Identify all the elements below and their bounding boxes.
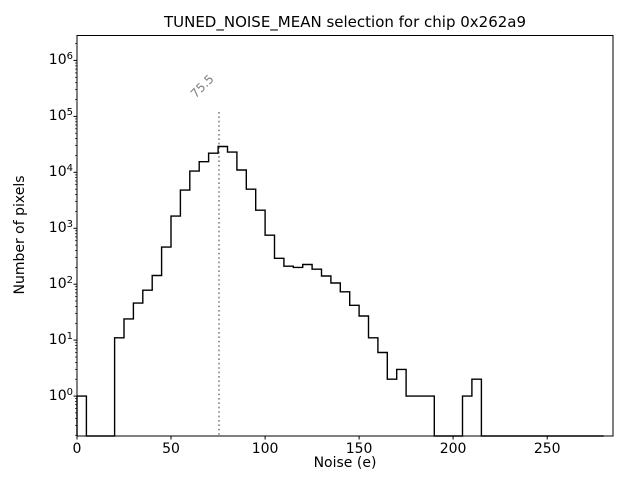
y-tick-label: 104 [48,163,73,181]
x-axis-label: Noise (e) [313,455,377,471]
x-tick-label: 100 [251,441,279,457]
y-tick-label: 100 [48,386,73,405]
histogram-step-line [76,145,604,437]
y-tick-label: 102 [48,275,73,293]
y-tick-label: 101 [48,330,73,349]
chart-title: TUNED_NOISE_MEAN selection for chip 0x26… [163,13,527,31]
y-axis-label: Number of pixels [12,175,28,295]
y-tick-label: 106 [48,51,73,69]
y-tick-label: 103 [48,219,73,237]
x-tick-label: 0 [72,441,82,457]
y-tick-label: 105 [48,107,73,125]
x-tick-label: 250 [533,441,561,457]
x-tick-label: 150 [345,441,373,457]
x-tick-label: 50 [162,441,180,457]
x-tick-label: 200 [439,441,467,457]
plot-area-border [76,35,614,437]
